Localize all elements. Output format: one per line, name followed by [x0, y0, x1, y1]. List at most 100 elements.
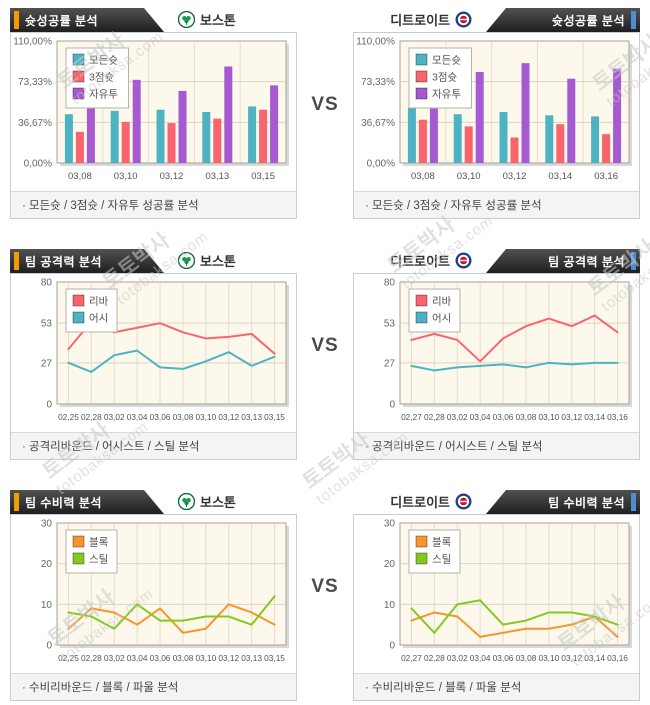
celtics-logo-icon	[177, 10, 196, 29]
tab-accent	[14, 11, 19, 29]
svg-text:10: 10	[384, 600, 396, 611]
svg-text:02,25: 02,25	[58, 653, 79, 663]
svg-text:73,33%: 73,33%	[18, 77, 52, 88]
svg-text:03,02: 03,02	[447, 653, 468, 663]
celtics-logo-icon	[177, 251, 196, 270]
vs-label: VS	[311, 575, 339, 597]
svg-text:36,67%: 36,67%	[18, 118, 52, 129]
svg-text:80: 80	[41, 278, 53, 289]
celtics-logo-icon	[177, 492, 196, 511]
svg-text:20: 20	[384, 559, 396, 570]
svg-text:03,16: 03,16	[607, 653, 628, 663]
svg-text:03,02: 03,02	[447, 412, 468, 422]
panel-defense-boston: 팀 수비력 분석 보스톤 0 10 20 30 02,25 02,28 03,02 03,04…	[10, 490, 297, 701]
svg-text:03,06: 03,06	[150, 412, 171, 422]
svg-text:03,13: 03,13	[241, 653, 262, 663]
tab-label: 팀 수비력 분석	[548, 495, 625, 510]
svg-text:모든슛: 모든슛	[89, 55, 118, 67]
svg-text:3점슛: 3점슛	[432, 72, 457, 84]
svg-text:03,12: 03,12	[561, 653, 582, 663]
svg-text:02,28: 02,28	[81, 412, 102, 422]
svg-text:어시: 어시	[432, 313, 451, 325]
svg-text:03,06: 03,06	[493, 412, 514, 422]
svg-text:03,15: 03,15	[251, 171, 275, 182]
chart-defense-boston: 0 10 20 30 02,25 02,28 03,02 03,04 03,06 03,08 03,…	[11, 515, 296, 673]
svg-text:블록: 블록	[89, 537, 109, 549]
tab-accent	[631, 252, 636, 270]
team-name: 보스톤	[200, 13, 236, 28]
tab-accent	[631, 11, 636, 29]
svg-text:03,16: 03,16	[607, 412, 628, 422]
section-tab-offense: 팀 공격력 분석	[10, 249, 164, 273]
svg-text:모든슛: 모든슛	[432, 55, 461, 67]
svg-text:53: 53	[384, 319, 396, 330]
chart-caption: · 수비리바운드 / 블록 / 파울 분석	[354, 673, 639, 700]
svg-text:03,13: 03,13	[241, 412, 262, 422]
team-name: 디트로이트	[390, 495, 450, 510]
tab-label: 슛성공률 분석	[25, 13, 99, 28]
chart-caption: · 공격리바운드 / 어시스트 / 스틸 분석	[11, 432, 296, 459]
svg-text:03,15: 03,15	[264, 412, 285, 422]
tab-label: 슛성공률 분석	[551, 13, 625, 28]
svg-text:3점슛: 3점슛	[89, 72, 114, 84]
team-name: 보스톤	[200, 495, 236, 510]
svg-text:03,12: 03,12	[561, 412, 582, 422]
svg-text:03,12: 03,12	[503, 171, 527, 182]
team-name: 디트로이트	[390, 254, 450, 269]
vs-label: VS	[311, 93, 339, 115]
panel-shooting-detroit: 디트로이트 슛성공률 분석 0,00% 36,67% 73,33% 110,00% 03…	[353, 8, 640, 219]
svg-text:03,04: 03,04	[470, 653, 491, 663]
svg-text:53: 53	[41, 319, 53, 330]
vs-label: VS	[311, 334, 339, 356]
tab-label: 팀 공격력 분석	[25, 254, 102, 269]
svg-text:02,27: 02,27	[401, 412, 422, 422]
svg-text:스틸: 스틸	[432, 553, 451, 566]
svg-text:73,33%: 73,33%	[361, 77, 395, 88]
svg-text:03,10: 03,10	[114, 171, 138, 182]
svg-text:0: 0	[389, 641, 395, 652]
section-tab-shooting: 슛성공률 분석	[486, 8, 640, 32]
team-label-detroit: 디트로이트	[390, 10, 472, 29]
svg-text:자유투: 자유투	[432, 89, 461, 101]
svg-text:03,13: 03,13	[205, 171, 229, 182]
svg-text:36,67%: 36,67%	[361, 118, 395, 129]
svg-text:02,27: 02,27	[401, 653, 422, 663]
svg-text:30: 30	[384, 519, 396, 530]
panel-offense-boston: 팀 공격력 분석 보스톤 0 27 53 80 02,25 02,28 03,02 03,04…	[10, 249, 297, 460]
svg-text:110,00%: 110,00%	[13, 37, 52, 48]
tab-accent	[631, 493, 636, 511]
svg-text:스틸: 스틸	[89, 553, 108, 566]
svg-text:03,06: 03,06	[493, 653, 514, 663]
team-label-boston: 보스톤	[177, 492, 236, 511]
tab-accent	[14, 252, 19, 270]
svg-text:03,10: 03,10	[457, 171, 481, 182]
team-name: 디트로이트	[390, 13, 450, 28]
svg-text:03,10: 03,10	[195, 412, 216, 422]
svg-text:03,10: 03,10	[538, 653, 559, 663]
svg-text:03,04: 03,04	[127, 412, 148, 422]
section-tab-offense: 팀 공격력 분석	[486, 249, 640, 273]
section-tab-defense: 팀 수비력 분석	[10, 490, 164, 514]
pistons-logo-icon	[455, 11, 472, 28]
svg-text:03,08: 03,08	[173, 653, 194, 663]
svg-text:03,08: 03,08	[173, 412, 194, 422]
svg-text:03,08: 03,08	[516, 653, 537, 663]
svg-text:03,15: 03,15	[264, 653, 285, 663]
svg-text:03,02: 03,02	[104, 412, 125, 422]
tab-label: 팀 공격력 분석	[548, 254, 625, 269]
tab-label: 팀 수비력 분석	[25, 495, 102, 510]
svg-text:03,08: 03,08	[516, 412, 537, 422]
panel-shooting-boston: 슛성공률 분석 보스톤 0,00% 36,67% 73,33% 110,00% 03,0…	[10, 8, 297, 219]
row-defense: 팀 수비력 분석 보스톤 0 10 20 30 02,25 02,28 03,02 03,04…	[10, 490, 640, 701]
svg-text:80: 80	[384, 278, 396, 289]
team-label-boston: 보스톤	[177, 10, 236, 29]
section-tab-defense: 팀 수비력 분석	[486, 490, 640, 514]
svg-text:0: 0	[46, 641, 52, 652]
tab-accent	[14, 493, 19, 511]
team-name: 보스톤	[200, 254, 236, 269]
team-label-detroit: 디트로이트	[390, 492, 472, 511]
svg-text:03,10: 03,10	[195, 653, 216, 663]
svg-text:03,12: 03,12	[218, 653, 239, 663]
svg-text:03,08: 03,08	[68, 171, 92, 182]
svg-text:03,08: 03,08	[411, 171, 435, 182]
